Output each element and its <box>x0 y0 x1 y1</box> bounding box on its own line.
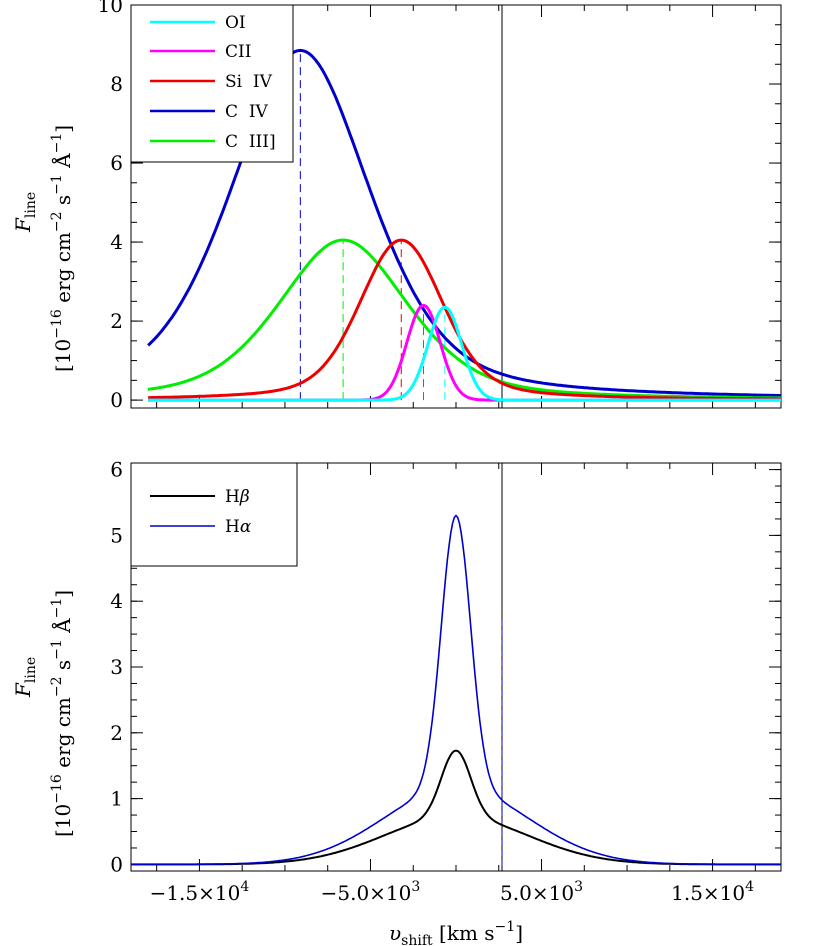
legend-label-si-iv: Si IV <box>225 72 273 92</box>
bottom-legend-box <box>130 462 298 567</box>
series-line <box>131 514 781 866</box>
bottom-ytick-labels: 0 1 2 3 4 5 6 <box>110 458 123 877</box>
top-legend: OI CII Si IV C IV C III] <box>130 4 294 163</box>
y-tick-label: 2 <box>110 309 123 333</box>
series-line <box>147 238 781 400</box>
top-panel: 0 2 4 6 8 10 OI CII Si IV C IV C III] Fline [… <box>11 0 782 412</box>
x-tick-label: 1.5×104 <box>671 879 754 905</box>
top-ytick-labels: 0 2 4 6 8 10 <box>98 0 123 412</box>
series-line <box>131 749 781 866</box>
x-tick-label: −1.5×104 <box>150 879 250 905</box>
y-tick-label: 6 <box>110 151 123 175</box>
legend-label-halpha: Hα <box>225 517 252 537</box>
legend-label-cii: CII <box>225 42 251 62</box>
top-legend-box <box>130 4 294 163</box>
x-tick-label: 5.0×103 <box>500 879 583 905</box>
bottom-panel: 0 1 2 3 4 5 6 −1.5×104 −5.0×103 5.0×103 1.5×104 H… <box>11 458 782 946</box>
bottom-curves <box>131 514 781 866</box>
top-ylabel-symbol: Fline <box>11 192 39 233</box>
legend-label-hbeta: Hβ <box>225 487 250 507</box>
top-ylabel-unit: [10−16 erg cm−2 s−1 Å−1] <box>49 125 75 372</box>
y-tick-label: 10 <box>98 0 123 17</box>
y-tick-label: 4 <box>110 589 123 613</box>
y-tick-label: 4 <box>110 230 123 254</box>
y-tick-label: 6 <box>110 458 123 482</box>
bottom-xlabel: υshift [km s−1] <box>389 919 523 946</box>
top-ylabel: Fline [10−16 erg cm−2 s−1 Å−1] <box>11 125 75 372</box>
series-line <box>148 238 781 401</box>
x-tick-label: −5.0×103 <box>321 879 421 905</box>
legend-label-oi: OI <box>225 13 246 33</box>
y-tick-label: 0 <box>110 388 123 412</box>
y-tick-label: 2 <box>110 721 123 745</box>
legend-label-c-iii: C III] <box>225 132 276 152</box>
bottom-xtick-labels: −1.5×104 −5.0×103 5.0×103 1.5×104 <box>150 879 755 905</box>
y-tick-label: 1 <box>110 787 123 811</box>
legend-label-c-iv: C IV <box>225 102 269 122</box>
bottom-legend: Hβ Hα <box>130 462 298 567</box>
bottom-ylabel: Fline [10−16 erg cm−2 s−1 Å−1] <box>11 590 75 837</box>
bottom-ylabel-symbol: Fline <box>11 657 39 698</box>
y-tick-label: 3 <box>110 655 123 679</box>
y-tick-label: 5 <box>110 523 123 547</box>
y-tick-label: 0 <box>110 852 123 876</box>
y-tick-label: 8 <box>110 72 123 96</box>
series-line <box>148 305 781 402</box>
bottom-ylabel-unit: [10−16 erg cm−2 s−1 Å−1] <box>49 590 75 837</box>
top-peak-markers <box>299 50 446 401</box>
